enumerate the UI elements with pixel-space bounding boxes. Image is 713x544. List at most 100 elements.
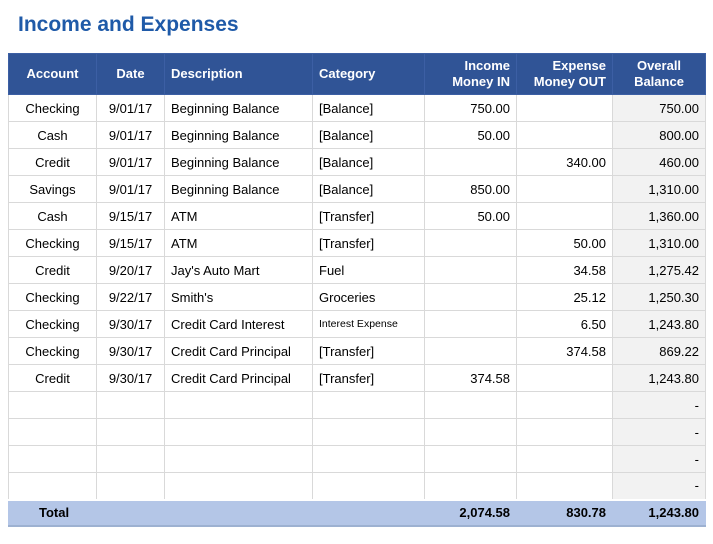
cell-balance[interactable]: - bbox=[612, 418, 706, 446]
cell-description[interactable]: Credit Card Principal bbox=[164, 337, 313, 365]
cell-income[interactable] bbox=[424, 256, 517, 284]
cell-income[interactable]: 850.00 bbox=[424, 175, 517, 203]
cell-account[interactable]: Credit bbox=[8, 256, 97, 284]
cell-account[interactable] bbox=[8, 472, 97, 500]
cell-date[interactable]: 9/15/17 bbox=[96, 202, 165, 230]
cell-expense[interactable]: 50.00 bbox=[516, 229, 613, 257]
cell-date[interactable]: 9/30/17 bbox=[96, 310, 165, 338]
cell-description[interactable] bbox=[164, 445, 313, 473]
cell-description[interactable] bbox=[164, 418, 313, 446]
cell-expense[interactable] bbox=[516, 445, 613, 473]
cell-account[interactable]: Savings bbox=[8, 175, 97, 203]
cell-account[interactable]: Checking bbox=[8, 229, 97, 257]
cell-description[interactable]: Jay's Auto Mart bbox=[164, 256, 313, 284]
cell-income[interactable] bbox=[424, 310, 517, 338]
cell-expense[interactable]: 340.00 bbox=[516, 148, 613, 176]
cell-description[interactable]: ATM bbox=[164, 202, 313, 230]
cell-expense[interactable] bbox=[516, 121, 613, 149]
cell-date[interactable]: 9/01/17 bbox=[96, 175, 165, 203]
cell-balance[interactable]: 460.00 bbox=[612, 148, 706, 176]
cell-balance[interactable]: 869.22 bbox=[612, 337, 706, 365]
cell-description[interactable]: Beginning Balance bbox=[164, 148, 313, 176]
cell-income[interactable] bbox=[424, 418, 517, 446]
cell-account[interactable]: Credit bbox=[8, 148, 97, 176]
cell-income[interactable] bbox=[424, 445, 517, 473]
cell-date[interactable]: 9/30/17 bbox=[96, 364, 165, 392]
cell-income[interactable]: 50.00 bbox=[424, 121, 517, 149]
cell-income[interactable] bbox=[424, 337, 517, 365]
cell-date[interactable]: 9/20/17 bbox=[96, 256, 165, 284]
total-income-cell[interactable]: 2,074.58 bbox=[424, 498, 517, 527]
cell-description[interactable]: Beginning Balance bbox=[164, 175, 313, 203]
cell-date[interactable] bbox=[96, 418, 165, 446]
cell-expense[interactable] bbox=[516, 391, 613, 419]
cell-income[interactable] bbox=[424, 472, 517, 500]
cell-category[interactable] bbox=[312, 418, 425, 446]
cell-expense[interactable]: 34.58 bbox=[516, 256, 613, 284]
cell-category[interactable]: [Transfer] bbox=[312, 337, 425, 365]
total-expense-cell[interactable]: 830.78 bbox=[516, 498, 613, 527]
cell-category[interactable]: [Transfer] bbox=[312, 364, 425, 392]
total-label-cell[interactable]: Total bbox=[8, 498, 425, 527]
cell-account[interactable]: Checking bbox=[8, 310, 97, 338]
cell-category[interactable]: [Transfer] bbox=[312, 229, 425, 257]
cell-category[interactable] bbox=[312, 472, 425, 500]
cell-account[interactable] bbox=[8, 418, 97, 446]
cell-expense[interactable] bbox=[516, 364, 613, 392]
cell-balance[interactable]: 1,310.00 bbox=[612, 175, 706, 203]
cell-date[interactable]: 9/22/17 bbox=[96, 283, 165, 311]
cell-balance[interactable]: 1,275.42 bbox=[612, 256, 706, 284]
cell-date[interactable] bbox=[96, 391, 165, 419]
cell-category[interactable]: Groceries bbox=[312, 283, 425, 311]
cell-income[interactable] bbox=[424, 229, 517, 257]
cell-income[interactable] bbox=[424, 391, 517, 419]
cell-description[interactable]: Smith's bbox=[164, 283, 313, 311]
cell-income[interactable] bbox=[424, 148, 517, 176]
cell-account[interactable]: Checking bbox=[8, 337, 97, 365]
cell-expense[interactable] bbox=[516, 94, 613, 122]
cell-account[interactable] bbox=[8, 391, 97, 419]
cell-date[interactable] bbox=[96, 445, 165, 473]
cell-income[interactable]: 750.00 bbox=[424, 94, 517, 122]
cell-balance[interactable]: 800.00 bbox=[612, 121, 706, 149]
cell-balance[interactable]: 1,360.00 bbox=[612, 202, 706, 230]
cell-account[interactable]: Checking bbox=[8, 283, 97, 311]
cell-expense[interactable]: 374.58 bbox=[516, 337, 613, 365]
cell-expense[interactable] bbox=[516, 418, 613, 446]
cell-description[interactable]: Credit Card Interest bbox=[164, 310, 313, 338]
cell-expense[interactable] bbox=[516, 202, 613, 230]
cell-date[interactable] bbox=[96, 472, 165, 500]
cell-income[interactable] bbox=[424, 283, 517, 311]
cell-income[interactable]: 374.58 bbox=[424, 364, 517, 392]
cell-category[interactable]: [Balance] bbox=[312, 175, 425, 203]
cell-expense[interactable]: 6.50 bbox=[516, 310, 613, 338]
cell-balance[interactable]: 1,243.80 bbox=[612, 310, 706, 338]
cell-category[interactable] bbox=[312, 391, 425, 419]
cell-description[interactable] bbox=[164, 472, 313, 500]
cell-balance[interactable]: 1,250.30 bbox=[612, 283, 706, 311]
cell-description[interactable]: Credit Card Principal bbox=[164, 364, 313, 392]
cell-balance[interactable]: - bbox=[612, 391, 706, 419]
cell-date[interactable]: 9/15/17 bbox=[96, 229, 165, 257]
cell-category[interactable]: [Balance] bbox=[312, 94, 425, 122]
cell-category[interactable]: [Transfer] bbox=[312, 202, 425, 230]
cell-account[interactable] bbox=[8, 445, 97, 473]
cell-description[interactable] bbox=[164, 391, 313, 419]
cell-description[interactable]: Beginning Balance bbox=[164, 94, 313, 122]
cell-balance[interactable]: 750.00 bbox=[612, 94, 706, 122]
cell-category[interactable] bbox=[312, 445, 425, 473]
cell-date[interactable]: 9/01/17 bbox=[96, 148, 165, 176]
cell-balance[interactable]: 1,243.80 bbox=[612, 364, 706, 392]
cell-account[interactable]: Cash bbox=[8, 121, 97, 149]
cell-account[interactable]: Credit bbox=[8, 364, 97, 392]
cell-income[interactable]: 50.00 bbox=[424, 202, 517, 230]
total-balance-cell[interactable]: 1,243.80 bbox=[612, 498, 706, 527]
cell-category[interactable]: [Balance] bbox=[312, 121, 425, 149]
cell-category[interactable]: Interest Expense bbox=[312, 310, 425, 338]
cell-balance[interactable]: - bbox=[612, 472, 706, 500]
cell-date[interactable]: 9/01/17 bbox=[96, 121, 165, 149]
cell-expense[interactable]: 25.12 bbox=[516, 283, 613, 311]
cell-category[interactable]: [Balance] bbox=[312, 148, 425, 176]
cell-expense[interactable] bbox=[516, 472, 613, 500]
cell-expense[interactable] bbox=[516, 175, 613, 203]
